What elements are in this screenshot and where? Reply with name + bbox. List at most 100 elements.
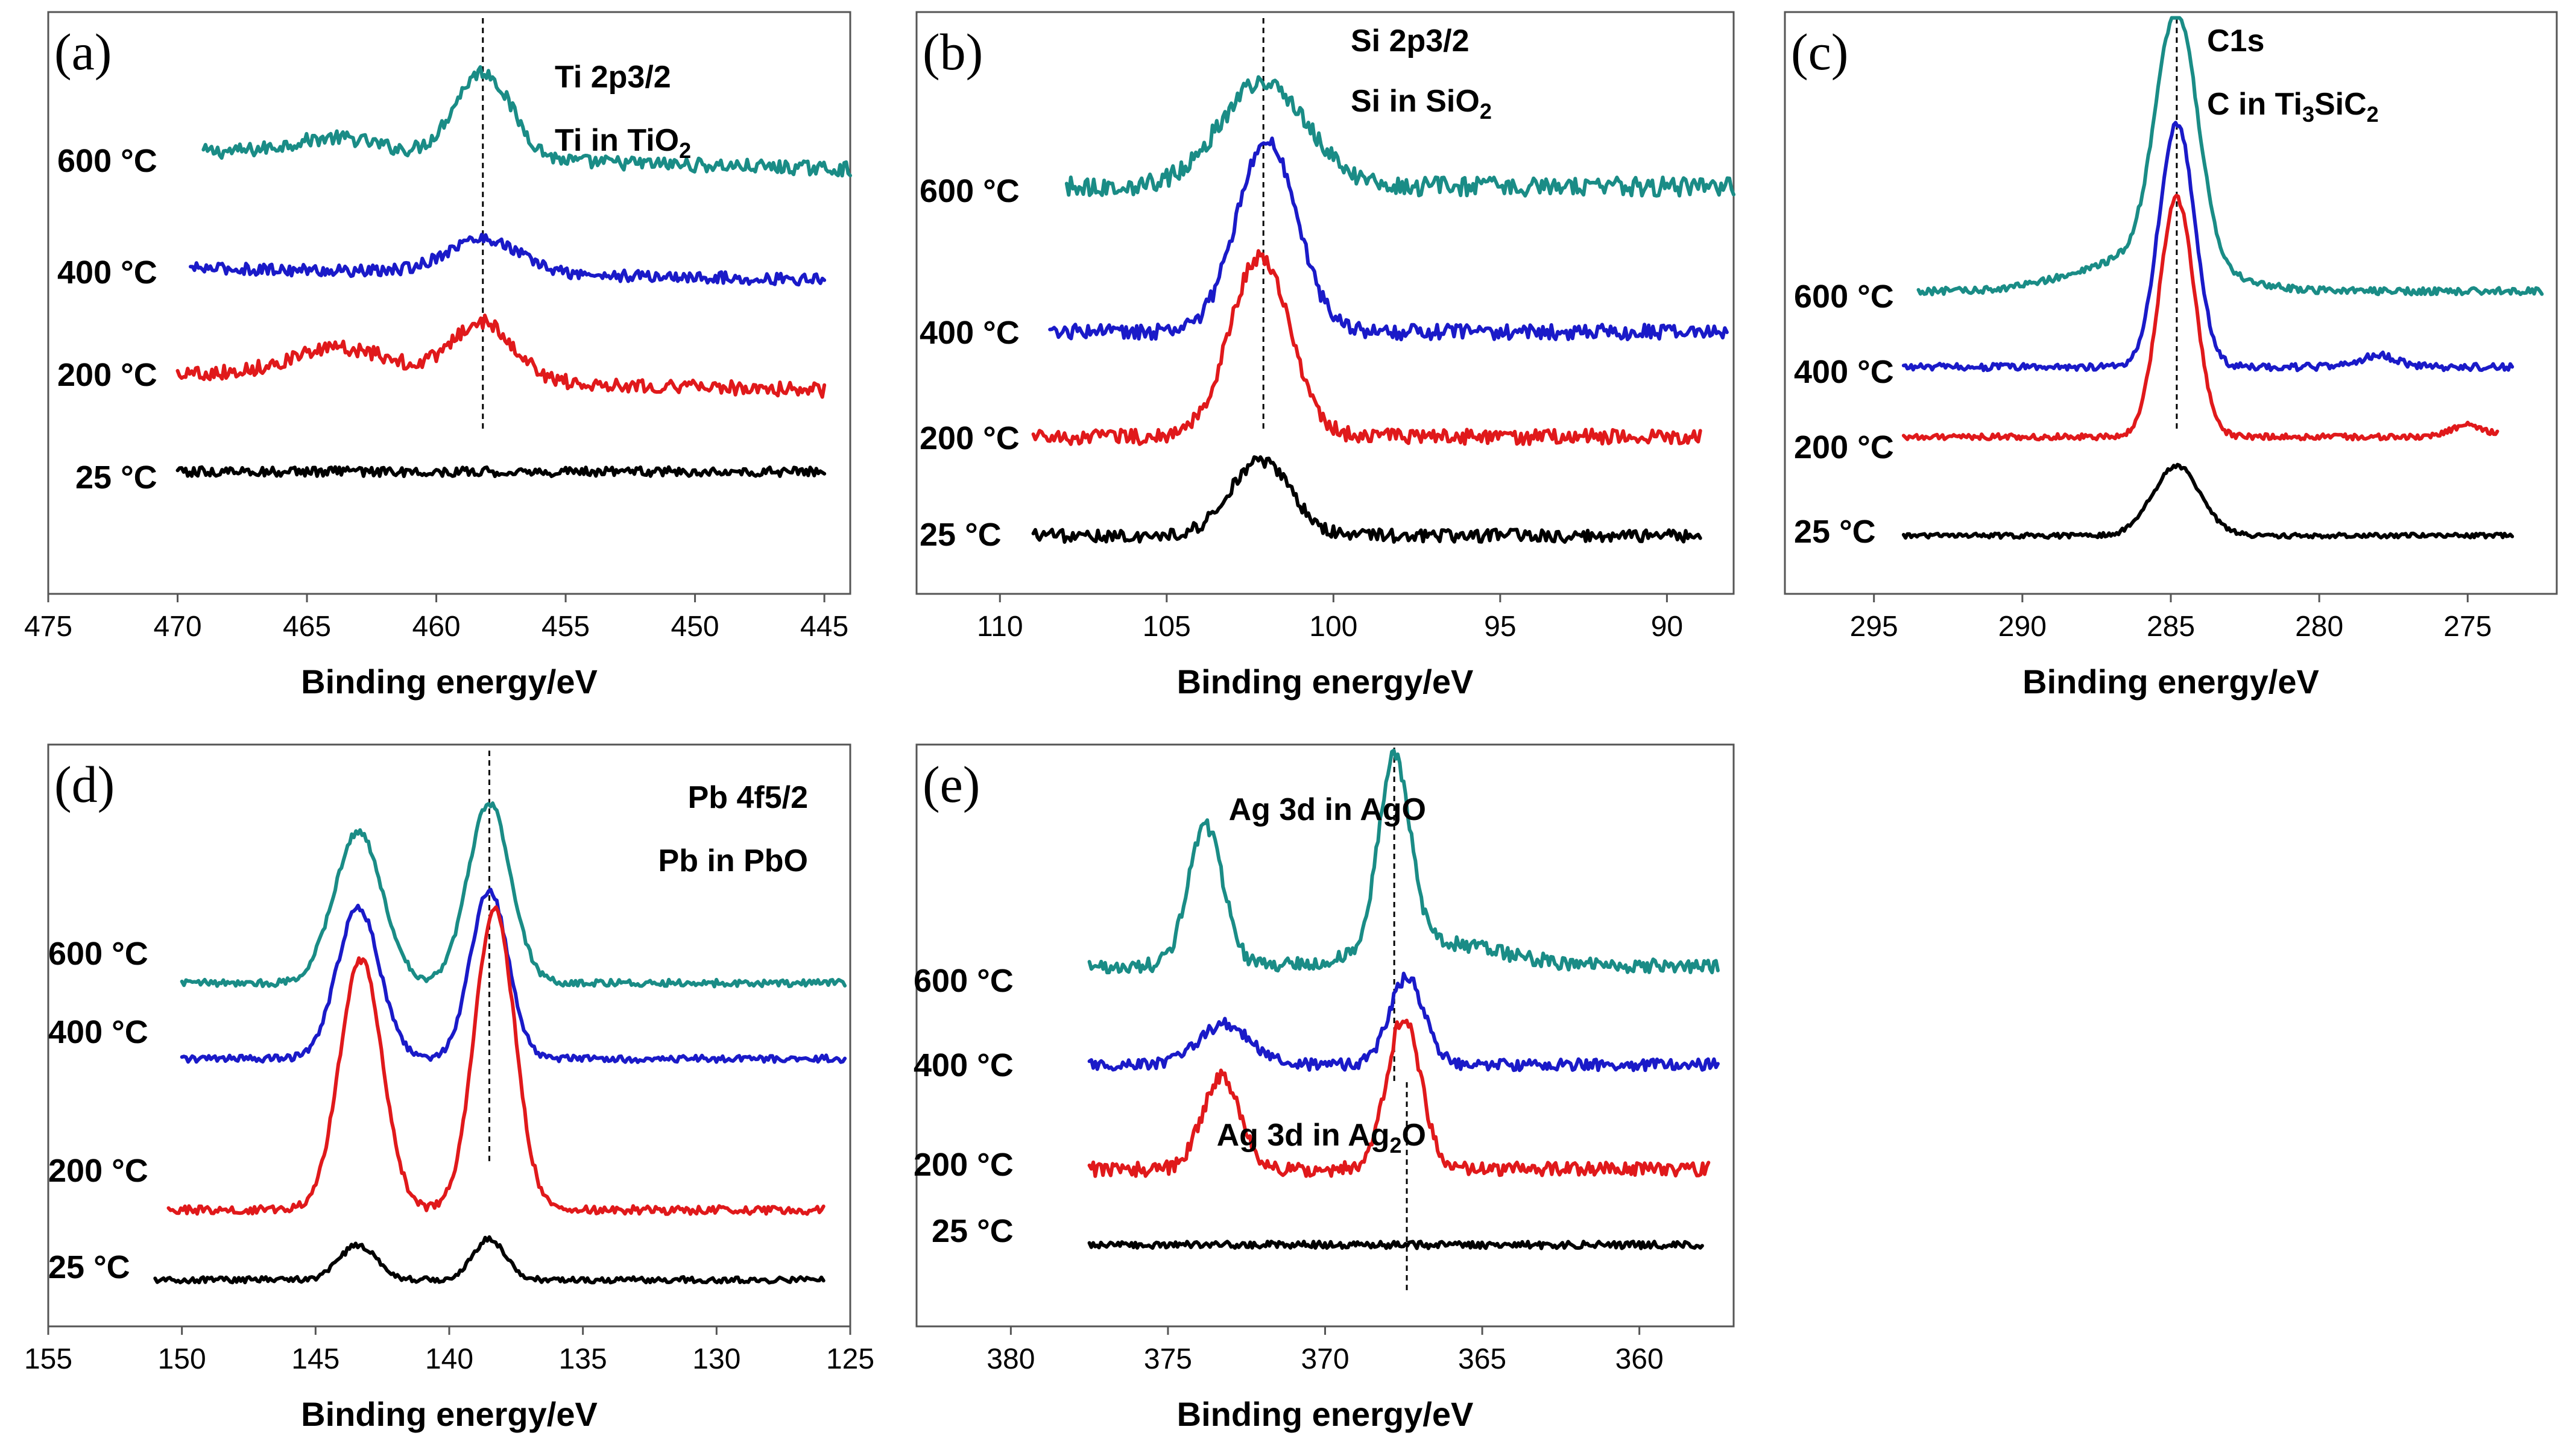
- trace-25C: [1901, 462, 2515, 540]
- x-tick-label: 465: [283, 611, 331, 643]
- annotation: Pb in PbO: [658, 843, 808, 878]
- x-axis-label: Binding energy/eV: [301, 1395, 598, 1433]
- x-tick-label: 90: [1651, 611, 1683, 643]
- plot-frame: [47, 11, 851, 595]
- series-label: 600 °C: [1794, 279, 1894, 315]
- trace-200C: [1031, 249, 1702, 446]
- series-label: 200 °C: [920, 420, 1020, 456]
- series-label: 600 °C: [57, 143, 157, 179]
- series-label: 400 °C: [1794, 354, 1894, 390]
- series-label: 400 °C: [48, 1014, 148, 1050]
- series-label: 25 °C: [920, 517, 1002, 553]
- x-tick-label: 125: [826, 1343, 874, 1375]
- x-tick-label: 130: [692, 1343, 740, 1375]
- x-tick-label: 380: [987, 1343, 1035, 1375]
- annotation: Si in SiO2: [1351, 84, 1492, 124]
- annotation: C1s: [2207, 24, 2264, 58]
- x-tick-label: 100: [1309, 611, 1357, 643]
- trace-400C: [180, 887, 847, 1064]
- x-tick-label: 460: [412, 611, 461, 643]
- series-label: 25 °C: [932, 1213, 1014, 1249]
- x-tick-label: 150: [158, 1343, 206, 1375]
- x-tick-label: 105: [1143, 611, 1191, 643]
- series-label: 25 °C: [75, 459, 157, 496]
- x-tick-label: 280: [2295, 611, 2343, 643]
- x-tick-label: 290: [1998, 611, 2047, 643]
- trace-25C: [175, 465, 827, 478]
- plot-frame: [915, 11, 1735, 595]
- panel-letter: (e): [923, 755, 980, 813]
- annotation: Pb 4f5/2: [688, 780, 808, 815]
- x-tick-label: 360: [1615, 1343, 1664, 1375]
- annotation: Ag 3d in AgO: [1229, 792, 1426, 827]
- series-label: 400 °C: [920, 315, 1020, 351]
- x-axis-label: Binding energy/eV: [301, 663, 598, 701]
- series-label: 600 °C: [914, 963, 1014, 999]
- series-label: 400 °C: [57, 254, 157, 291]
- trace-600C: [180, 801, 847, 989]
- trace-400C: [1048, 136, 1729, 342]
- plot-frame: [915, 743, 1735, 1328]
- trace-200C: [175, 314, 827, 399]
- annotation: Ag 3d in Ag2O: [1217, 1118, 1426, 1158]
- panel-letter: (d): [54, 755, 115, 813]
- panel-d: 155 150 145 140 135 130 125 Binding energy/eV (d…: [24, 743, 874, 1433]
- annotation: Si 2p3/2: [1351, 24, 1470, 58]
- plot-frame: [47, 743, 851, 1328]
- x-tick-label: 95: [1484, 611, 1516, 643]
- x-tick-label: 370: [1301, 1343, 1349, 1375]
- series-label: 600 °C: [920, 173, 1020, 209]
- trace-600C: [1916, 16, 2544, 297]
- x-axis-label: Binding energy/eV: [1177, 1395, 1474, 1433]
- x-axis-label: Binding energy/eV: [2022, 663, 2319, 701]
- x-tick-label: 110: [977, 611, 1023, 643]
- trace-25C: [1031, 455, 1702, 544]
- series-label: 25 °C: [1794, 514, 1876, 550]
- x-tick-label: 375: [1144, 1343, 1192, 1375]
- series-label: 200 °C: [48, 1153, 148, 1189]
- trace-200C: [166, 905, 826, 1216]
- panel-e: 380 375 370 365 360 Binding energy/eV (e) 600 °…: [914, 743, 1735, 1433]
- x-tick-label: 135: [559, 1343, 607, 1375]
- trace-400C: [189, 233, 827, 287]
- trace-600C: [1064, 75, 1735, 198]
- x-tick-label: 275: [2443, 611, 2492, 643]
- x-tick-label: 470: [153, 611, 201, 643]
- x-tick-label: 145: [291, 1343, 339, 1375]
- annotation: Ti in TiO2: [555, 123, 691, 163]
- x-tick-label: 285: [2147, 611, 2195, 643]
- series-label: 200 °C: [57, 357, 157, 393]
- x-tick-label: 455: [541, 611, 590, 643]
- series-label: 25 °C: [48, 1249, 130, 1285]
- x-tick-label: 450: [671, 611, 719, 643]
- trace-600C: [201, 65, 852, 178]
- panel-b: 110 105 100 95 90 Binding energy/eV (b) 600 °C 4…: [915, 11, 1735, 701]
- x-tick-label: 140: [425, 1343, 473, 1375]
- x-tick-label: 445: [800, 611, 848, 643]
- trace-400C: [1901, 121, 2515, 373]
- series-label: 200 °C: [1794, 429, 1894, 465]
- x-tick-label: 295: [1850, 611, 1898, 643]
- panel-a: 475 470 465 460 455 450 445 Binding energy/eV (a…: [24, 11, 852, 701]
- trace-25C: [153, 1235, 826, 1285]
- series-label: 400 °C: [914, 1047, 1014, 1083]
- trace-200C: [1087, 1018, 1711, 1178]
- panel-letter: (c): [1791, 23, 1848, 81]
- trace-400C: [1087, 971, 1720, 1073]
- panel-c: 295 290 285 280 275 Binding energy/eV (c) 600 °…: [1784, 11, 2558, 701]
- trace-25C: [1087, 1240, 1704, 1250]
- trace-200C: [1901, 194, 2499, 442]
- series-label: 200 °C: [914, 1147, 1014, 1183]
- plot-frame: [1784, 11, 2558, 595]
- annotation: C in Ti3SiC2: [2207, 87, 2379, 127]
- x-tick-label: 155: [24, 1343, 72, 1375]
- series-label: 600 °C: [48, 936, 148, 972]
- x-tick-label: 365: [1458, 1343, 1506, 1375]
- trace-600C: [1087, 748, 1720, 975]
- panel-letter: (a): [54, 23, 112, 81]
- x-axis-label: Binding energy/eV: [1177, 663, 1474, 701]
- annotation: Ti 2p3/2: [555, 60, 671, 95]
- panel-letter: (b): [923, 23, 983, 81]
- x-tick-label: 475: [24, 611, 72, 643]
